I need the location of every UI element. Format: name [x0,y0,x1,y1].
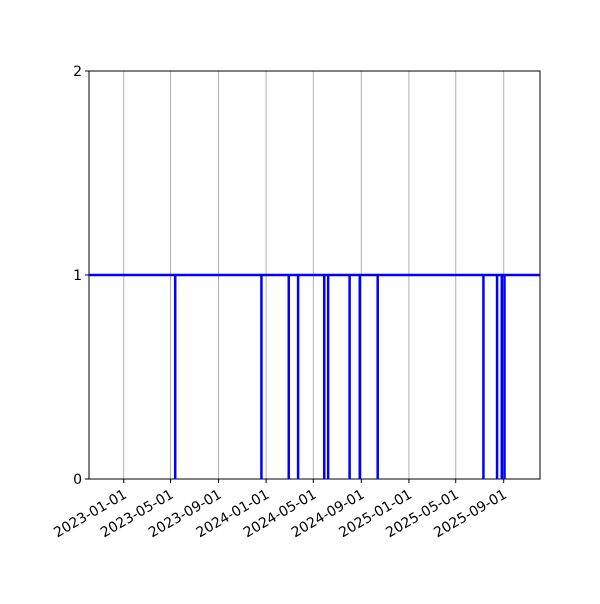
y-tick-label: 0 [73,472,82,488]
y-tick-label: 2 [73,64,82,80]
y-tick-label: 1 [73,268,82,284]
